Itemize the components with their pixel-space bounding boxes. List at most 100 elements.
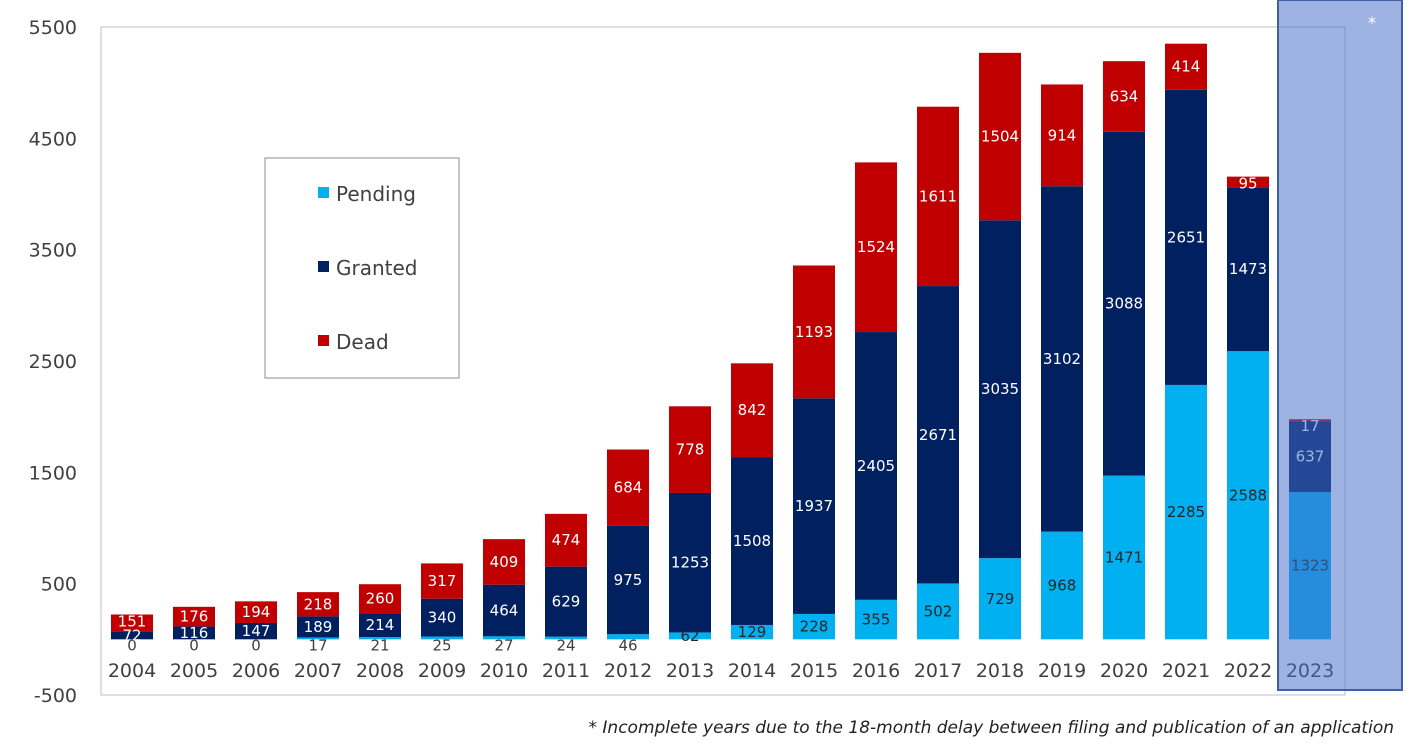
highlight-asterisk: * (1368, 13, 1376, 32)
legend: Pending Granted Dead (264, 157, 460, 379)
bar-segment-dead (1103, 61, 1145, 132)
x-tick-label: 2010 (480, 660, 528, 682)
data-label-pending: 24 (556, 636, 575, 654)
data-label-pending: 2285 (1167, 503, 1205, 521)
x-tick-label: 2022 (1224, 660, 1272, 682)
data-label-dead: 634 (1110, 87, 1139, 105)
bar-segment-dead (545, 513, 587, 567)
bar-stack-2015: 228 1937 1193 (793, 265, 835, 640)
bar-segment-dead (731, 363, 773, 458)
y-axis-ticks: -500 500 1500 2500 3500 4500 5500 (29, 17, 77, 707)
data-label-pending: 21 (370, 636, 389, 654)
legend-swatch-granted (318, 261, 329, 272)
data-label-pending: 968 (1048, 576, 1077, 594)
data-label-pending: 355 (862, 611, 891, 629)
bar-segment-granted (917, 286, 959, 584)
data-label-pending: 0 (127, 636, 137, 654)
data-label-pending: 17 (308, 636, 327, 654)
bar-stack-2013: 62 1253 778 (669, 406, 711, 645)
bar-segment-granted (669, 492, 711, 633)
x-tick-label: 2012 (604, 660, 652, 682)
bar-segment-pending (1103, 475, 1145, 640)
bar-segment-pending (421, 636, 463, 640)
bar-segment-pending (731, 624, 773, 640)
bar-stack-2010: 27 464 409 (483, 539, 525, 654)
data-label-granted: 1508 (733, 532, 771, 550)
x-tick-label: 2017 (914, 660, 962, 682)
legend-label-dead: Dead (336, 330, 389, 354)
bar-segment-dead (421, 563, 463, 599)
data-label-pending: 46 (618, 636, 637, 654)
bar-stack-2012: 46 975 684 (607, 449, 649, 654)
bar-stack-2017: 502 2671 1611 (917, 106, 959, 640)
bar-segment-pending (1227, 351, 1269, 640)
data-label-dead: 684 (614, 479, 643, 497)
bar-segment-pending (607, 634, 649, 640)
bar-segment-pending (297, 637, 339, 640)
bar-stack-2020: 1471 3088 634 (1103, 61, 1145, 640)
data-label-granted: 2671 (919, 426, 957, 444)
data-label-granted: 3035 (981, 380, 1019, 398)
bar-stack-2018: 729 3035 1504 (979, 52, 1021, 640)
data-label-dead: 409 (490, 553, 519, 571)
bar-segment-dead (793, 265, 835, 399)
data-label-pending: 502 (924, 602, 953, 620)
bar-stack-2022: 2588 1473 95 (1227, 175, 1269, 640)
x-tick-label: 2006 (232, 660, 280, 682)
bar-segment-pending (359, 636, 401, 640)
bar-segment-granted (111, 631, 153, 640)
data-label-dead: 218 (304, 595, 333, 613)
data-label-dead: 1524 (857, 238, 895, 256)
y-tick-label: 1500 (29, 462, 77, 484)
bar-segment-pending (545, 636, 587, 640)
bar-segment-dead (1041, 84, 1083, 187)
bar-segment-granted (731, 457, 773, 625)
bar-stack-2011: 24 629 474 (545, 513, 587, 654)
bar-stack-2008: 21 214 260 (359, 584, 401, 654)
x-tick-label: 2018 (976, 660, 1024, 682)
bar-segment-granted (421, 598, 463, 637)
x-tick-label: 2019 (1038, 660, 1086, 682)
bar-segment-dead (1165, 43, 1207, 90)
data-label-pending: 0 (189, 636, 199, 654)
x-tick-label: 2014 (728, 660, 776, 682)
bar-segment-granted (1103, 131, 1145, 476)
legend-swatch-pending (318, 187, 329, 198)
data-label-granted: 3102 (1043, 350, 1081, 368)
bar-segment-dead (855, 162, 897, 333)
bar-segment-granted (173, 626, 215, 640)
data-label-granted: 340 (428, 609, 457, 627)
data-label-granted: 629 (552, 593, 581, 611)
bar-segment-dead (979, 52, 1021, 221)
data-label-pending: 0 (251, 636, 261, 654)
y-tick-label: 500 (41, 574, 77, 596)
data-label-dead: 1193 (795, 323, 833, 341)
bar-segment-dead (669, 406, 711, 493)
x-axis-ticks: 2004 2005 2006 2007 2008 2009 2010 2011 2012 2013… (108, 660, 1334, 682)
x-tick-label: 2015 (790, 660, 838, 682)
bar-stack-2014: 129 1508 842 (731, 363, 773, 641)
footnote: * Incomplete years due to the 18-month d… (589, 718, 1394, 738)
x-tick-label: 2016 (852, 660, 900, 682)
x-tick-label: 2007 (294, 660, 342, 682)
data-label-dead: 414 (1172, 58, 1201, 76)
bar-segment-pending (669, 632, 711, 640)
y-tick-label: 4500 (29, 128, 77, 150)
bar-stack-2021: 2285 2651 414 (1165, 43, 1207, 640)
data-label-granted: 3088 (1105, 295, 1143, 313)
bar-segment-dead (483, 539, 525, 585)
data-label-dead: 778 (676, 441, 705, 459)
bar-segment-granted (855, 332, 897, 600)
data-label-granted: 147 (242, 622, 271, 640)
bar-segment-dead (111, 614, 153, 632)
data-label-granted: 116 (180, 624, 209, 642)
data-label-dead: 317 (428, 572, 457, 590)
legend-label-pending: Pending (336, 182, 416, 206)
x-tick-label: 2013 (666, 660, 714, 682)
x-tick-label: 2020 (1100, 660, 1148, 682)
x-tick-label: 2021 (1162, 660, 1210, 682)
